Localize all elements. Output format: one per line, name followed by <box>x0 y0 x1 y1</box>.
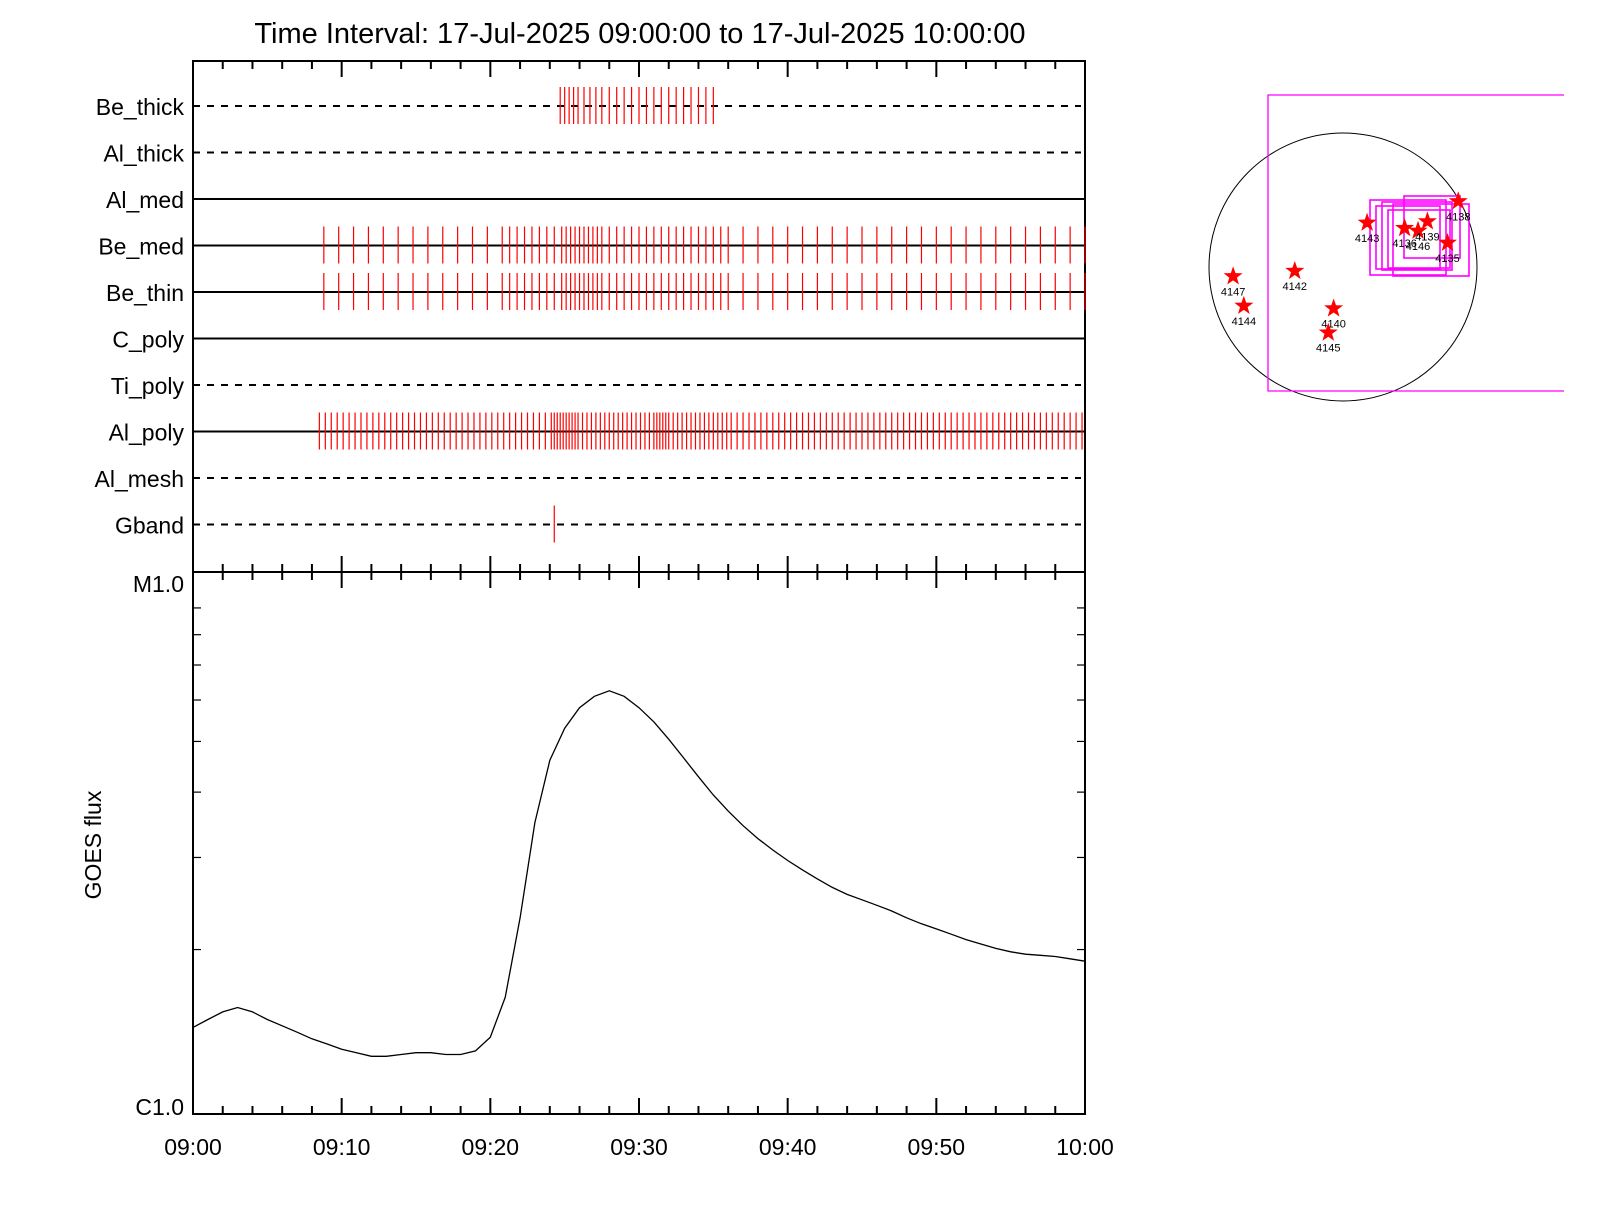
timeline-row-label: Be_thick <box>96 94 185 120</box>
timeline-row-label: Al_thick <box>103 141 184 167</box>
active-region-label: 4144 <box>1232 316 1256 328</box>
timeline-row-label: Be_med <box>98 234 184 260</box>
x-tick-label: 09:10 <box>313 1134 371 1160</box>
y-tick-label: M1.0 <box>133 571 184 597</box>
timeline-row-label: C_poly <box>112 327 184 353</box>
goes-flux-line <box>192 690 1086 1057</box>
timeline-row-label: Al_poly <box>109 420 185 446</box>
timeline-row-label: Al_mesh <box>95 466 184 492</box>
active-region-label: 4139 <box>1415 231 1439 243</box>
x-tick-label: 09:40 <box>759 1134 817 1160</box>
x-tick-label: 09:50 <box>908 1134 966 1160</box>
field-of-view-box <box>1267 94 1564 392</box>
y-axis-label: GOES flux <box>80 790 106 899</box>
y-tick-label: C1.0 <box>135 1094 184 1120</box>
x-tick-label: 09:00 <box>164 1134 222 1160</box>
goes-flux-panel: 09:00 09:10 09:20 09:30 09:40 09:50 10:00 M1.0 C… <box>80 556 1114 1160</box>
filter-timeline-panel: Be_thick Al_thick Al_med Be_med Be_thin C_pol… <box>95 60 1086 573</box>
active-region-label: 4138 <box>1446 211 1470 223</box>
figure-title: Time Interval: 17-Jul-2025 09:00:00 to 1… <box>254 18 1025 50</box>
active-region-label: 4142 <box>1283 281 1307 293</box>
x-tick-label: 10:00 <box>1056 1134 1114 1160</box>
active-region-star <box>1408 220 1428 239</box>
x-tick-label: 09:20 <box>462 1134 520 1160</box>
active-region-label: 4147 <box>1221 286 1245 298</box>
active-region-star <box>1324 298 1344 317</box>
timeline-row-label: Al_med <box>106 187 184 213</box>
active-region-label: 4140 <box>1321 319 1345 331</box>
timeline-row-label: Be_thin <box>106 280 184 306</box>
active-region-star <box>1285 261 1305 280</box>
active-region-label: 4143 <box>1355 233 1379 245</box>
timeline-row-label: Ti_poly <box>111 373 185 399</box>
active-region-star <box>1318 322 1338 341</box>
goes-plot-frame <box>192 571 1086 1115</box>
field-of-view-box <box>1392 203 1470 277</box>
active-region-star <box>1448 191 1468 210</box>
active-region-label: 4146 <box>1406 241 1430 253</box>
field-of-view-box <box>1375 205 1441 270</box>
active-region-star <box>1395 218 1415 237</box>
timeline-frame <box>192 60 1086 573</box>
active-region-label: 4145 <box>1316 343 1340 355</box>
active-region-star <box>1234 295 1254 314</box>
active-region-star <box>1357 212 1377 231</box>
active-region-label: 4136 <box>1392 238 1416 250</box>
active-region-star <box>1223 266 1243 285</box>
active-region-star <box>1417 211 1437 230</box>
timeline-row-label: Gband <box>115 513 184 539</box>
active-region-star <box>1438 232 1457 251</box>
field-of-view-box <box>1381 201 1453 271</box>
solar-disk <box>1208 132 1478 402</box>
active-region-label: 4135 <box>1435 253 1459 265</box>
field-of-view-box <box>1387 209 1451 269</box>
x-tick-label: 09:30 <box>610 1134 668 1160</box>
